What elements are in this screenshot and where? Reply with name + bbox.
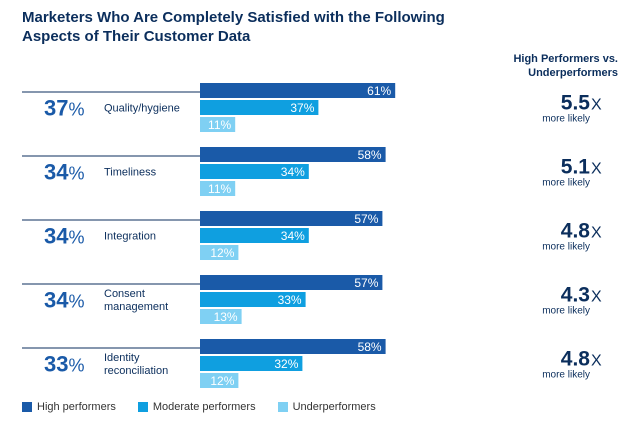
- overall-percent-sign: %: [68, 100, 84, 120]
- bar-moderate-performers: [200, 292, 306, 307]
- overall-percent: 34%: [44, 160, 85, 185]
- overall-percent: 34%: [44, 224, 85, 249]
- bar-data-label: 58%: [358, 148, 382, 162]
- overall-percent-sign: %: [68, 292, 84, 312]
- category-label: Quality/hygiene: [104, 103, 180, 115]
- legend-swatch-high: [22, 402, 32, 412]
- bar-data-label: 33%: [278, 293, 302, 307]
- ratio-suffix: X: [591, 161, 602, 178]
- legend-item-moderate: Moderate performers: [137, 401, 256, 413]
- bar-data-label: 13%: [214, 310, 238, 324]
- ratio-caption: more likely: [542, 178, 590, 189]
- bar-high-performers: [200, 83, 396, 98]
- overall-percent-value: 34: [44, 288, 69, 313]
- overall-percent-value: 37: [44, 96, 68, 121]
- bar-underperformers: [200, 117, 236, 132]
- bar-moderate-performers: [200, 100, 319, 115]
- ratio-value: 5.5: [561, 92, 591, 115]
- bar-high-performers: [200, 339, 386, 354]
- ratio-number: 4.3: [561, 284, 590, 307]
- overall-percent: 33%: [44, 352, 85, 377]
- overall-percent-value: 34: [44, 160, 69, 185]
- legend-swatch-under: [277, 402, 288, 412]
- overall-percent-sign: %: [68, 356, 84, 376]
- category-label-line: Consent: [104, 288, 145, 300]
- category-label: Consent management: [104, 288, 168, 313]
- legend: High performers Moderate performers Unde…: [22, 401, 398, 413]
- ratio-number: 5.1: [561, 156, 591, 179]
- category-label-line: reconciliation: [104, 365, 168, 377]
- category-label: Timeliness: [104, 167, 157, 179]
- ratio-caption: more likely: [542, 306, 590, 317]
- category-label: Identity reconciliation: [104, 352, 168, 377]
- overall-percent: 34%: [44, 288, 85, 313]
- ratio-number: 4.8: [561, 220, 591, 243]
- chart-title: Marketers Who Are Completely Satisfied w…: [22, 9, 445, 45]
- bar-data-label: 37%: [290, 101, 314, 115]
- bar-moderate-performers: [200, 356, 303, 371]
- ratio-value: 5.1: [561, 156, 591, 179]
- category-label-line: Quality/hygiene: [104, 103, 180, 115]
- bar-data-label: 61%: [367, 84, 391, 98]
- ratio-suffix: X: [591, 289, 602, 306]
- ratio-number: 5.5: [561, 92, 591, 115]
- bar-underperformers: [200, 181, 236, 196]
- category-label-line: Identity: [104, 352, 140, 364]
- ratio-value: 4.8: [561, 348, 591, 371]
- bar-data-label: 34%: [281, 229, 305, 243]
- legend-label-under: Underperformers: [292, 401, 376, 413]
- bar-data-label: 12%: [210, 246, 234, 260]
- legend-label-moderate: Moderate performers: [152, 401, 256, 413]
- bar-underperformers: [200, 373, 239, 388]
- bar-underperformers: [200, 309, 242, 324]
- category-label-line: management: [104, 301, 168, 313]
- bar-high-performers: [200, 211, 383, 226]
- ratio-suffix: X: [591, 97, 602, 114]
- overall-percent-value: 33: [44, 352, 68, 377]
- category-label-line: Integration: [104, 231, 156, 243]
- ratio-suffix: X: [591, 353, 602, 370]
- ratio-suffix: X: [591, 225, 602, 242]
- bar-moderate-performers: [200, 228, 309, 243]
- ratio-caption: more likely: [542, 370, 590, 381]
- legend-swatch-moderate: [137, 402, 148, 412]
- bar-data-label: 11%: [208, 182, 231, 196]
- bar-moderate-performers: [200, 164, 309, 179]
- ratio-caption: more likely: [542, 114, 590, 125]
- bar-underperformers: [200, 245, 239, 260]
- overall-percent-value: 34: [44, 224, 69, 249]
- bar-data-label: 57%: [354, 212, 378, 226]
- overall-percent: 37%: [44, 96, 85, 121]
- overall-percent-sign: %: [68, 164, 84, 184]
- legend-item-under: Underperformers: [277, 401, 376, 413]
- legend-label-high: High performers: [37, 401, 116, 413]
- bar-high-performers: [200, 147, 386, 162]
- bar-data-label: 11%: [208, 118, 231, 132]
- bar-data-label: 12%: [210, 374, 234, 388]
- category-label-line: Timeliness: [104, 167, 157, 179]
- bar-data-label: 58%: [358, 340, 382, 354]
- bar-high-performers: [200, 275, 383, 290]
- ratio-caption: more likely: [542, 242, 590, 253]
- ratio-value: 4.8: [561, 220, 591, 243]
- ratio-number: 4.8: [561, 348, 591, 371]
- bar-data-label: 34%: [281, 165, 305, 179]
- ratio-column-header: High Performers vs. Underperformers: [513, 53, 618, 79]
- overall-percent-sign: %: [68, 228, 84, 248]
- bar-data-label: 32%: [274, 357, 298, 371]
- bar-data-label: 57%: [354, 276, 378, 290]
- legend-item-high: High performers: [22, 401, 116, 413]
- ratio-value: 4.3: [561, 284, 590, 307]
- category-label: Integration: [104, 231, 156, 243]
